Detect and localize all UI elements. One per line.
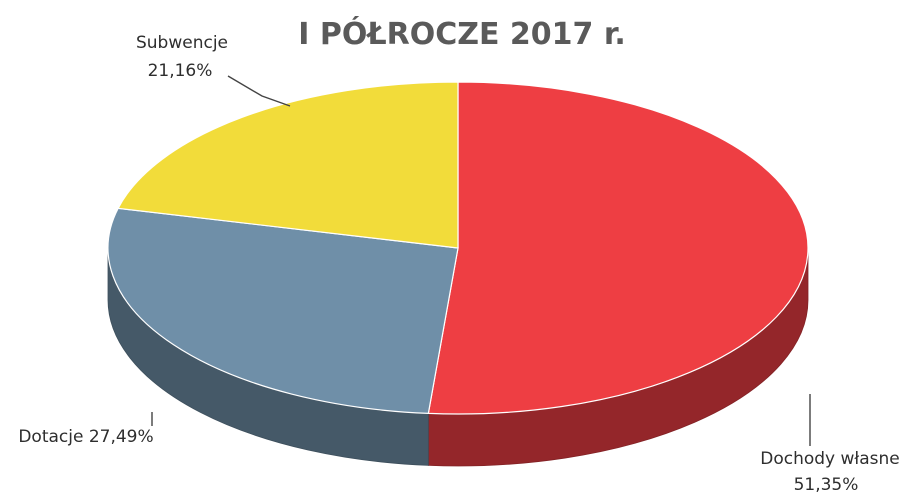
slice-label-subwencje-value: 21,16%: [148, 61, 213, 81]
slice-label-dochody-name: Dochody własne: [760, 449, 900, 469]
pie-slice-dochody-wlasne: [427, 81, 809, 415]
slice-label-dochody-value: 51,35%: [794, 475, 859, 495]
pie-slice-subwencje: [117, 81, 459, 249]
chart-title: I PÓŁROCZE 2017 r.: [298, 15, 626, 52]
slice-label-subwencje-name: Subwencje: [136, 33, 228, 53]
slice-label-dotacje: Dotacje 27,49%: [18, 427, 153, 447]
leader-line-subwencje: [227, 75, 291, 107]
pie-layer: [107, 81, 809, 467]
pie-slice-dotacje: [107, 207, 459, 415]
